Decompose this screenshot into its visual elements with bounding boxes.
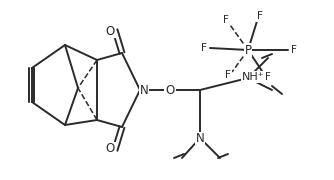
Text: F: F <box>223 15 229 25</box>
Text: F: F <box>257 11 263 21</box>
Text: O: O <box>105 24 115 37</box>
Text: O: O <box>165 84 175 96</box>
Text: N: N <box>196 132 204 145</box>
Text: N: N <box>140 84 148 96</box>
Text: F: F <box>291 45 297 55</box>
Text: P: P <box>244 44 252 57</box>
Text: F: F <box>201 43 207 53</box>
Text: NH⁺: NH⁺ <box>242 72 264 82</box>
Text: F: F <box>225 70 231 80</box>
Text: O: O <box>105 143 115 156</box>
Text: F: F <box>265 72 271 82</box>
